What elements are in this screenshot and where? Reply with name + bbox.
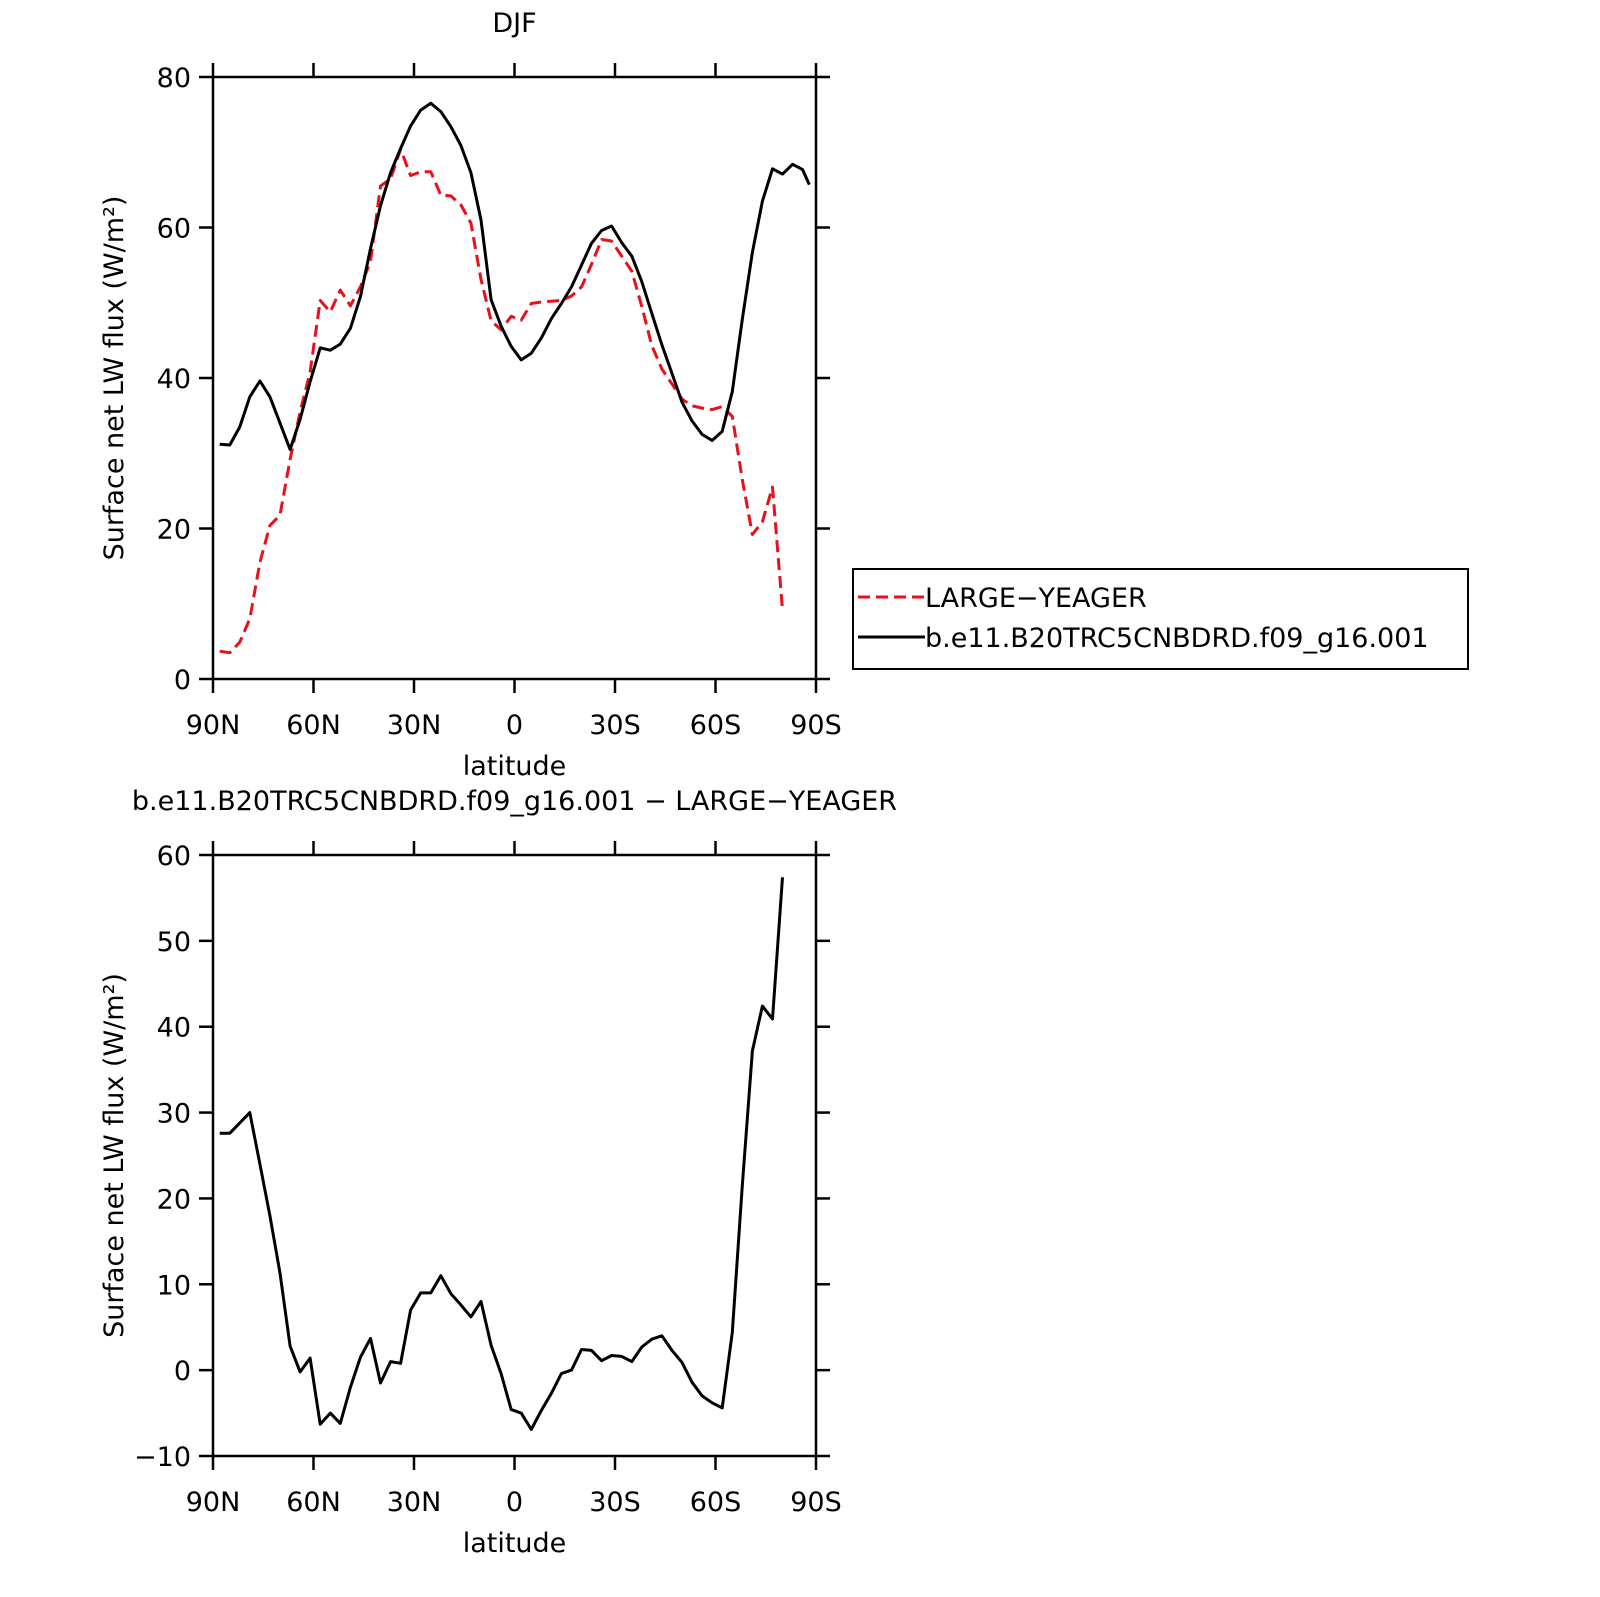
y-tick-label: 20: [157, 1184, 191, 1215]
y-tick-label: −10: [134, 1442, 191, 1473]
y-tick-label: 80: [157, 63, 191, 94]
chart-title: b.e11.B20TRC5CNBDRD.f09_g16.001 − LARGE−…: [132, 786, 897, 817]
x-tick-label: 90N: [186, 710, 241, 741]
y-tick-label: 40: [157, 364, 191, 395]
x-tick-label: 30S: [589, 710, 641, 741]
chart-title: DJF: [492, 8, 536, 39]
y-axis-label: Surface net LW flux (W/m²): [99, 196, 130, 561]
x-tick-label: 30N: [387, 710, 442, 741]
x-tick-label: 60N: [286, 710, 341, 741]
x-tick-label: 90N: [186, 1487, 241, 1518]
y-tick-label: 50: [157, 927, 191, 958]
y-tick-label: 0: [174, 1356, 191, 1387]
legend-label: b.e11.B20TRC5CNBDRD.f09_g16.001: [925, 623, 1429, 654]
series-line: [219, 877, 784, 1431]
y-tick-label: 30: [157, 1099, 191, 1130]
x-tick-label: 90S: [790, 710, 842, 741]
series-line: [219, 101, 811, 451]
y-tick-label: 60: [157, 841, 191, 872]
x-tick-label: 90S: [790, 1487, 842, 1518]
y-tick-label: 40: [157, 1013, 191, 1044]
y-axis-label: Surface net LW flux (W/m²): [99, 973, 130, 1338]
legend: LARGE−YEAGER b.e11.B20TRC5CNBDRD.f09_g16.…: [852, 568, 1469, 670]
legend-box: [852, 568, 1469, 670]
x-tick-label: 60S: [690, 1487, 742, 1518]
x-tick-label: 60N: [286, 1487, 341, 1518]
legend-label: LARGE−YEAGER: [925, 583, 1147, 614]
x-axis-label: latitude: [463, 751, 567, 782]
y-tick-label: 20: [157, 515, 191, 546]
x-tick-label: 30S: [589, 1487, 641, 1518]
x-tick-label: 0: [506, 710, 523, 741]
x-tick-label: 30N: [387, 1487, 442, 1518]
y-tick-label: 0: [174, 665, 191, 696]
plot-frame: [211, 75, 818, 681]
y-tick-label: 60: [157, 214, 191, 245]
series-line: [219, 147, 784, 655]
x-tick-label: 60S: [690, 710, 742, 741]
x-axis-label: latitude: [463, 1528, 567, 1559]
x-tick-label: 0: [506, 1487, 523, 1518]
y-tick-label: 10: [157, 1270, 191, 1301]
